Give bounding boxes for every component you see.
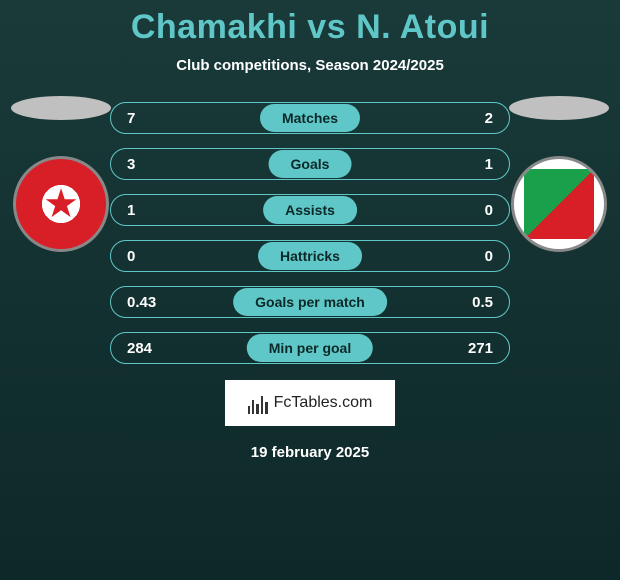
team-badge-right <box>511 156 607 252</box>
right-player-col <box>504 96 614 252</box>
stat-label: Goals <box>269 150 352 178</box>
stat-label: Goals per match <box>233 288 387 316</box>
stat-value-right: 0 <box>453 202 493 219</box>
stat-rows: 7 Matches 2 3 Goals 1 1 Assists 0 0 Hatt… <box>110 102 510 364</box>
subtitle: Club competitions, Season 2024/2025 <box>176 57 444 74</box>
date-label: 19 february 2025 <box>251 444 369 461</box>
stat-label: Matches <box>260 104 360 132</box>
stat-row-assists: 1 Assists 0 <box>110 194 510 226</box>
stats-area: 7 Matches 2 3 Goals 1 1 Assists 0 0 Hatt… <box>0 102 620 364</box>
stat-value-left: 3 <box>127 156 167 173</box>
fctables-logo: FcTables.com <box>225 380 395 426</box>
badge-right-inner <box>524 169 594 239</box>
stat-label: Assists <box>263 196 357 224</box>
stat-value-left: 0 <box>127 248 167 265</box>
stat-value-right: 0 <box>453 248 493 265</box>
stat-value-left: 284 <box>127 340 167 357</box>
stat-row-goals-per-match: 0.43 Goals per match 0.5 <box>110 286 510 318</box>
stat-value-right: 0.5 <box>453 294 493 311</box>
team-badge-left <box>13 156 109 252</box>
page-title: Chamakhi vs N. Atoui <box>131 8 489 47</box>
stat-row-hattricks: 0 Hattricks 0 <box>110 240 510 272</box>
stat-value-left: 7 <box>127 110 167 127</box>
stat-row-goals: 3 Goals 1 <box>110 148 510 180</box>
stat-value-right: 2 <box>453 110 493 127</box>
stat-value-left: 1 <box>127 202 167 219</box>
chart-icon <box>248 392 268 414</box>
left-player-col <box>6 96 116 252</box>
stat-label: Min per goal <box>247 334 373 362</box>
stat-value-right: 1 <box>453 156 493 173</box>
stat-value-right: 271 <box>453 340 493 357</box>
stat-label: Hattricks <box>258 242 362 270</box>
stat-row-matches: 7 Matches 2 <box>110 102 510 134</box>
logo-text: FcTables.com <box>274 394 373 412</box>
stat-value-left: 0.43 <box>127 294 167 311</box>
stat-row-min-per-goal: 284 Min per goal 271 <box>110 332 510 364</box>
player-photo-left <box>11 96 111 120</box>
player-photo-right <box>509 96 609 120</box>
